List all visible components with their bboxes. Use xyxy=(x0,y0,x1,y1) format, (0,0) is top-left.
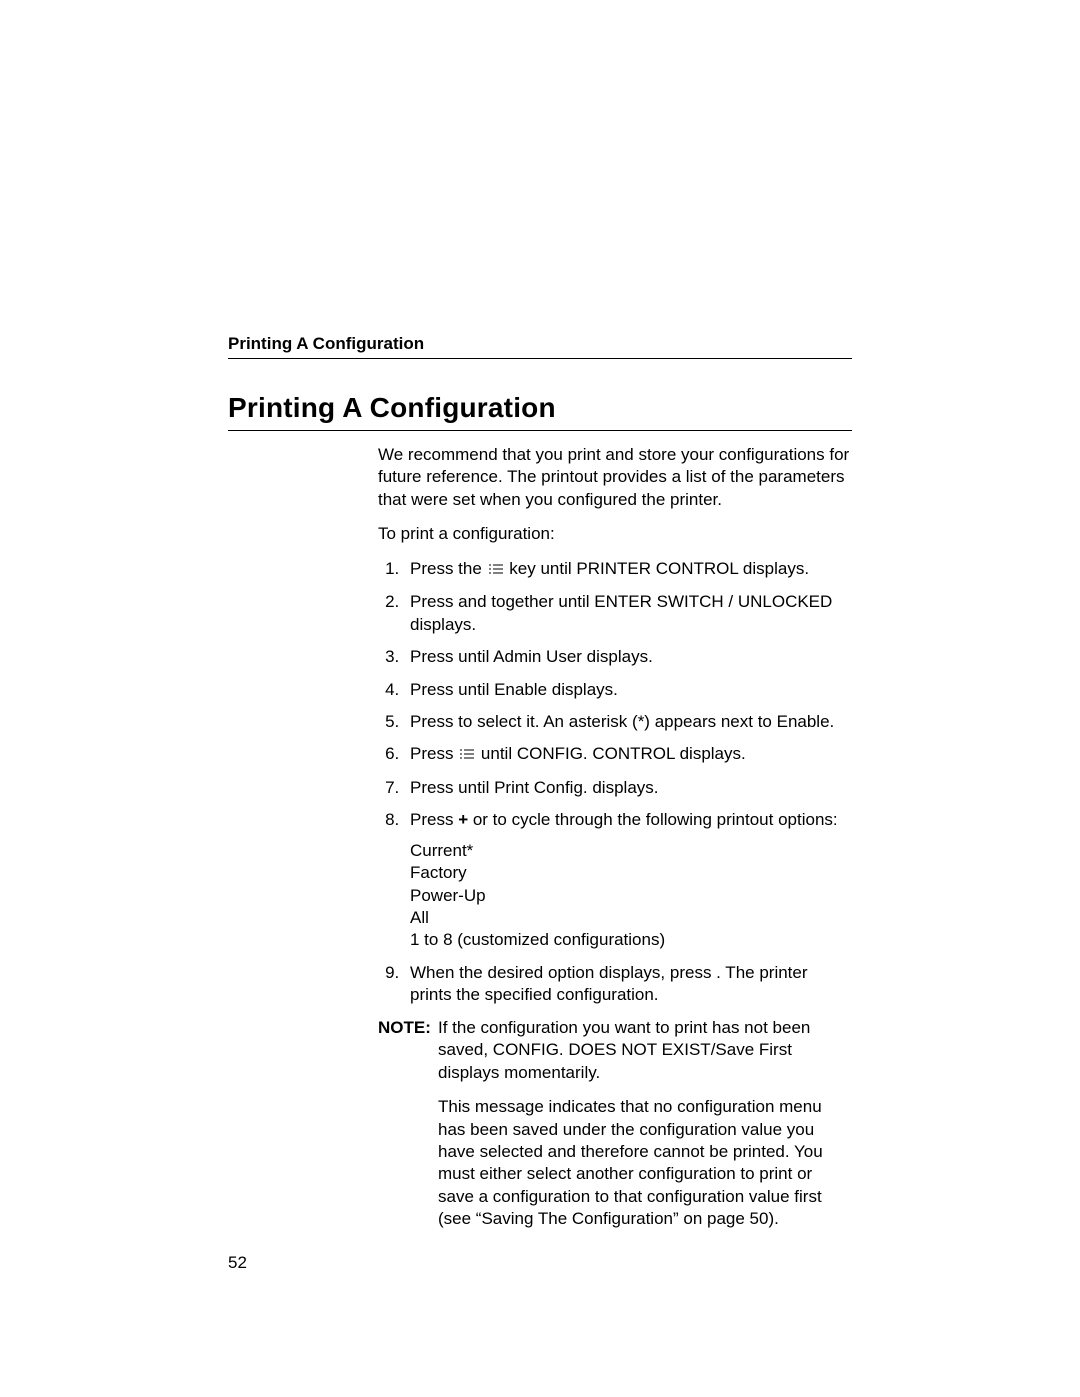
step-item: When the desired option displays, press … xyxy=(404,962,852,1007)
option-item: 1 to 8 (customized configurations) xyxy=(410,929,852,951)
step-item: Press + or to cycle through the followin… xyxy=(404,809,852,952)
step-text: or to cycle through the following printo… xyxy=(468,810,838,829)
step-item: Press until Enable displays. xyxy=(404,679,852,701)
step-text: Press until Enable displays. xyxy=(410,680,618,699)
page-number: 52 xyxy=(228,1253,247,1273)
step-text: Press xyxy=(410,810,458,829)
option-item: All xyxy=(410,907,852,929)
step-text: Press and together until ENTER SWITCH / … xyxy=(410,592,832,633)
step-text: When the desired option displays, press … xyxy=(410,963,808,1004)
note-block: NOTE: If the configuration you want to p… xyxy=(378,1017,852,1231)
header-rule xyxy=(228,358,852,359)
step-text: Press until Admin User displays. xyxy=(410,647,653,666)
title-rule xyxy=(228,430,852,431)
step-text: until CONFIG. CONTROL displays. xyxy=(476,744,746,763)
intro-lead: To print a configuration: xyxy=(378,523,852,545)
step-item: Press the key until PRINTER CONTROL disp… xyxy=(404,558,852,581)
option-item: Current* xyxy=(410,840,852,862)
step-item: Press to select it. An asterisk (*) appe… xyxy=(404,711,852,733)
document-page: Printing A Configuration Printing A Conf… xyxy=(0,0,1080,1397)
step-item: Press until CONFIG. CONTROL displays. xyxy=(404,743,852,766)
step-text: Press xyxy=(410,744,458,763)
body-content: We recommend that you print and store yo… xyxy=(378,444,852,1231)
note-label: NOTE: xyxy=(378,1017,438,1039)
menu-list-icon xyxy=(460,744,474,766)
step-item: Press until Admin User displays. xyxy=(404,646,852,668)
running-header: Printing A Configuration xyxy=(228,334,424,354)
plus-key: + xyxy=(458,810,468,829)
step-text: Press until Print Config. displays. xyxy=(410,778,659,797)
section-title: Printing A Configuration xyxy=(228,392,556,424)
option-item: Power-Up xyxy=(410,885,852,907)
step-text: Press to select it. An asterisk (*) appe… xyxy=(410,712,834,731)
options-list: Current* Factory Power-Up All 1 to 8 (cu… xyxy=(410,840,852,952)
step-list: Press the key until PRINTER CONTROL disp… xyxy=(378,558,852,1007)
step-item: Press and together until ENTER SWITCH / … xyxy=(404,591,852,636)
note-text: If the configuration you want to print h… xyxy=(438,1017,852,1084)
step-item: Press until Print Config. displays. xyxy=(404,777,852,799)
menu-list-icon xyxy=(489,559,503,581)
option-item: Factory xyxy=(410,862,852,884)
intro-paragraph: We recommend that you print and store yo… xyxy=(378,444,852,511)
note-text-continued: This message indicates that no configura… xyxy=(438,1096,852,1231)
step-text: Press the xyxy=(410,559,487,578)
step-text: key until PRINTER CONTROL displays. xyxy=(505,559,810,578)
